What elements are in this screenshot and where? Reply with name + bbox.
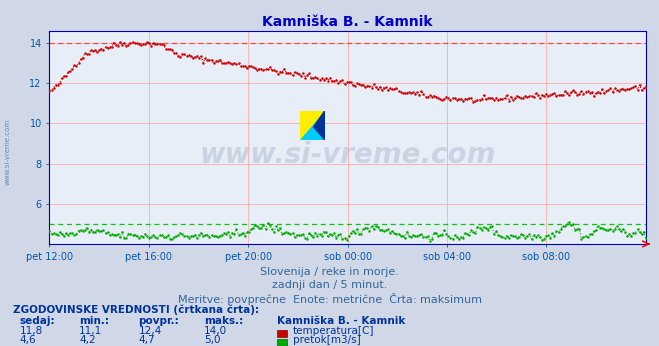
Text: 4,7: 4,7 — [138, 335, 155, 345]
Text: 5,0: 5,0 — [204, 335, 221, 345]
Polygon shape — [300, 111, 325, 140]
Text: sedaj:: sedaj: — [20, 316, 55, 326]
Text: Slovenija / reke in morje.: Slovenija / reke in morje. — [260, 267, 399, 276]
Text: 12,4: 12,4 — [138, 326, 161, 336]
Polygon shape — [314, 111, 325, 140]
Text: www.si-vreme.com: www.si-vreme.com — [5, 119, 11, 185]
Text: maks.:: maks.: — [204, 316, 244, 326]
Text: 4,6: 4,6 — [20, 335, 36, 345]
Text: www.si-vreme.com: www.si-vreme.com — [200, 140, 496, 169]
Text: temperatura[C]: temperatura[C] — [293, 326, 374, 336]
Title: Kamniška B. - Kamnik: Kamniška B. - Kamnik — [262, 15, 433, 29]
Text: zadnji dan / 5 minut.: zadnji dan / 5 minut. — [272, 281, 387, 290]
Text: Meritve: povprečne  Enote: metrične  Črta: maksimum: Meritve: povprečne Enote: metrične Črta:… — [177, 293, 482, 305]
Text: povpr.:: povpr.: — [138, 316, 179, 326]
Text: ZGODOVINSKE VREDNOSTI (črtkana črta):: ZGODOVINSKE VREDNOSTI (črtkana črta): — [13, 304, 259, 315]
Text: 14,0: 14,0 — [204, 326, 227, 336]
Text: 4,2: 4,2 — [79, 335, 96, 345]
Text: 11,1: 11,1 — [79, 326, 102, 336]
Text: Kamniška B. - Kamnik: Kamniška B. - Kamnik — [277, 316, 405, 326]
Text: pretok[m3/s]: pretok[m3/s] — [293, 335, 360, 345]
Polygon shape — [300, 111, 325, 140]
Text: min.:: min.: — [79, 316, 109, 326]
Text: 11,8: 11,8 — [20, 326, 43, 336]
